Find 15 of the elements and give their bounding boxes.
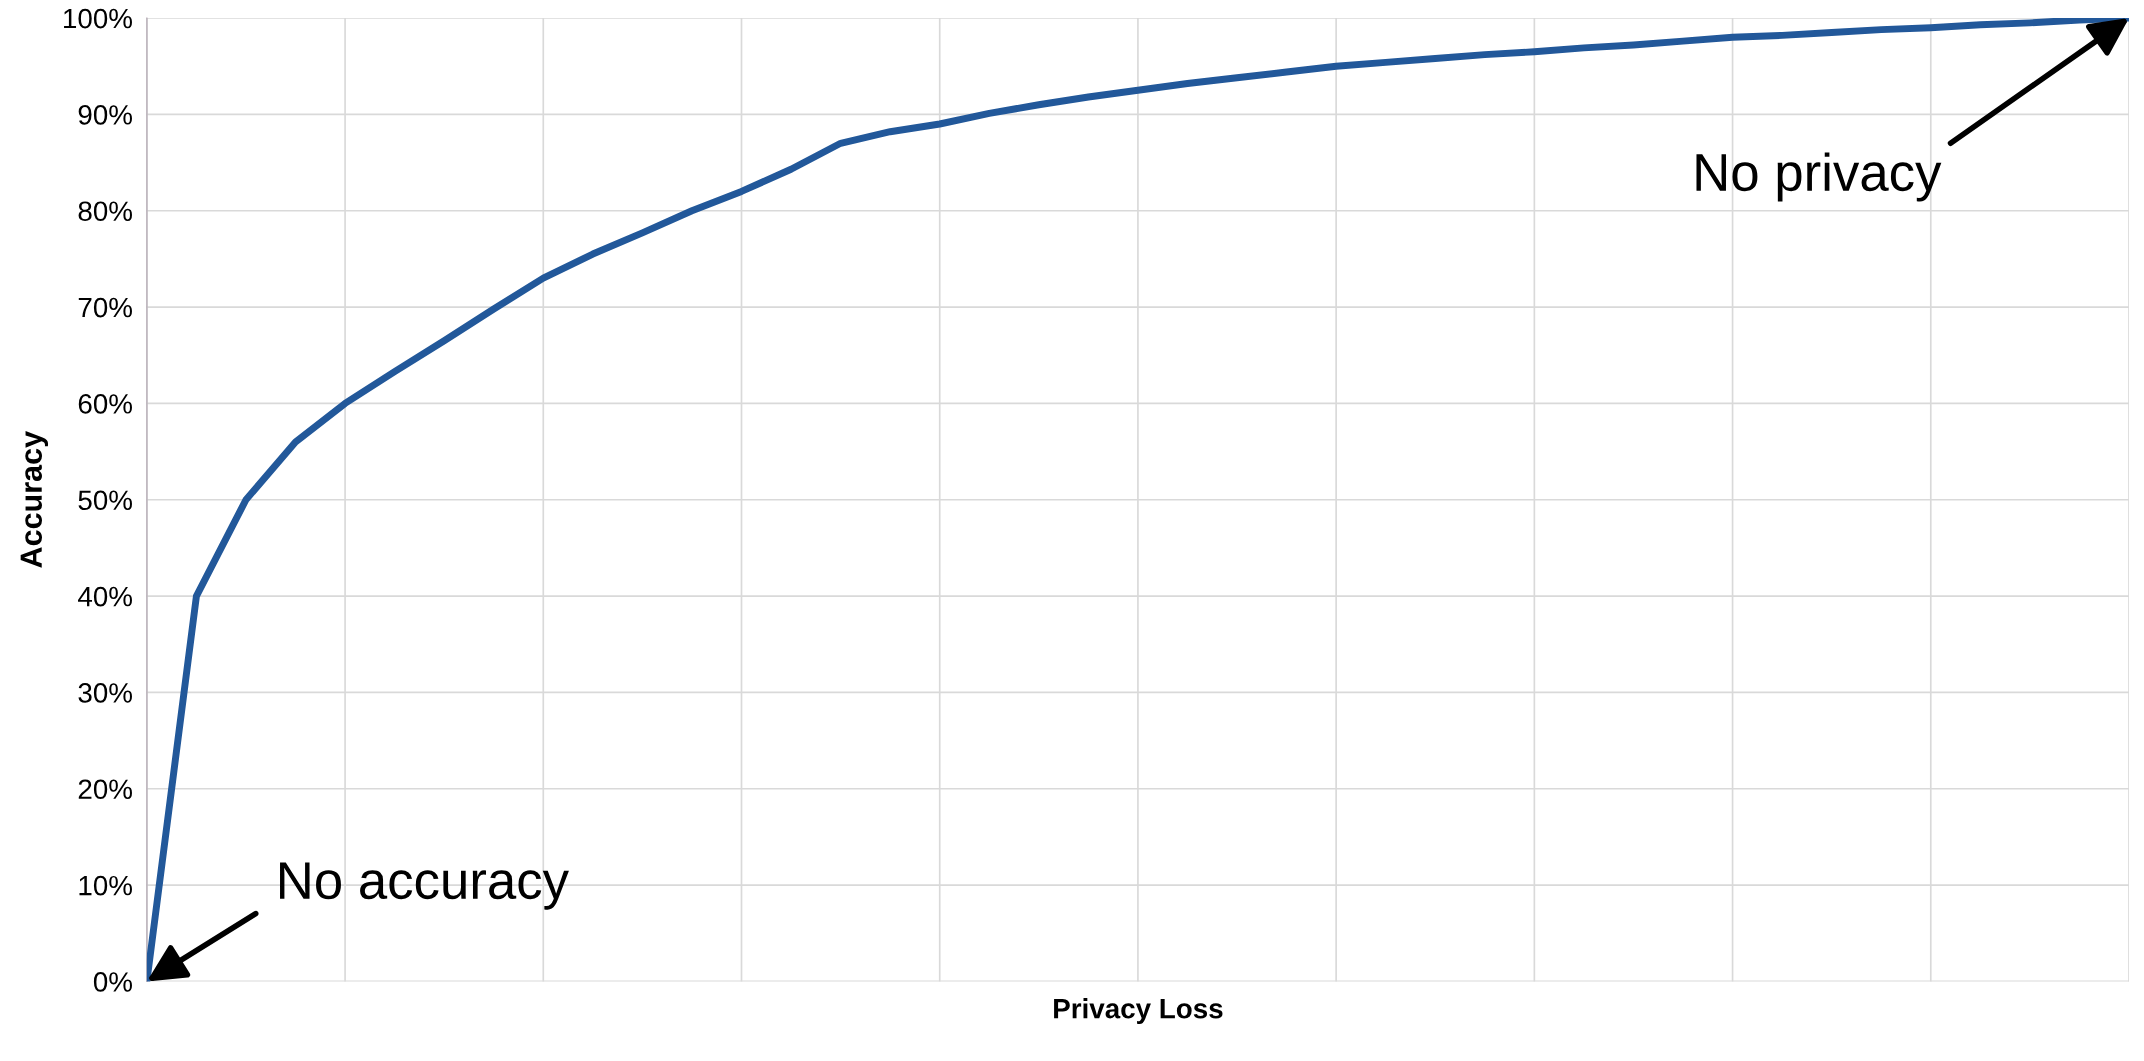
y-tick-label: 30% <box>78 683 132 703</box>
y-tick-label: 80% <box>78 201 132 222</box>
y-tick-label: 50% <box>78 490 132 511</box>
y-tick-label: 10% <box>79 875 132 896</box>
y-tick-label: 70% <box>78 297 132 318</box>
annotation: No privacy <box>1696 152 1942 202</box>
y-tick-label: 20% <box>78 779 132 800</box>
y-tick-label: 0% <box>93 972 132 992</box>
y-tick-label: 60% <box>78 394 132 414</box>
x-axis-title: Privacy Loss <box>1054 998 1223 1024</box>
y-axis-title: Accuracy <box>20 431 49 568</box>
y-tick-label: 40% <box>78 586 132 607</box>
annotation: No accuracy <box>280 862 569 910</box>
y-tick-label: 90% <box>78 105 132 125</box>
y-tick-label: 100% <box>64 8 132 29</box>
